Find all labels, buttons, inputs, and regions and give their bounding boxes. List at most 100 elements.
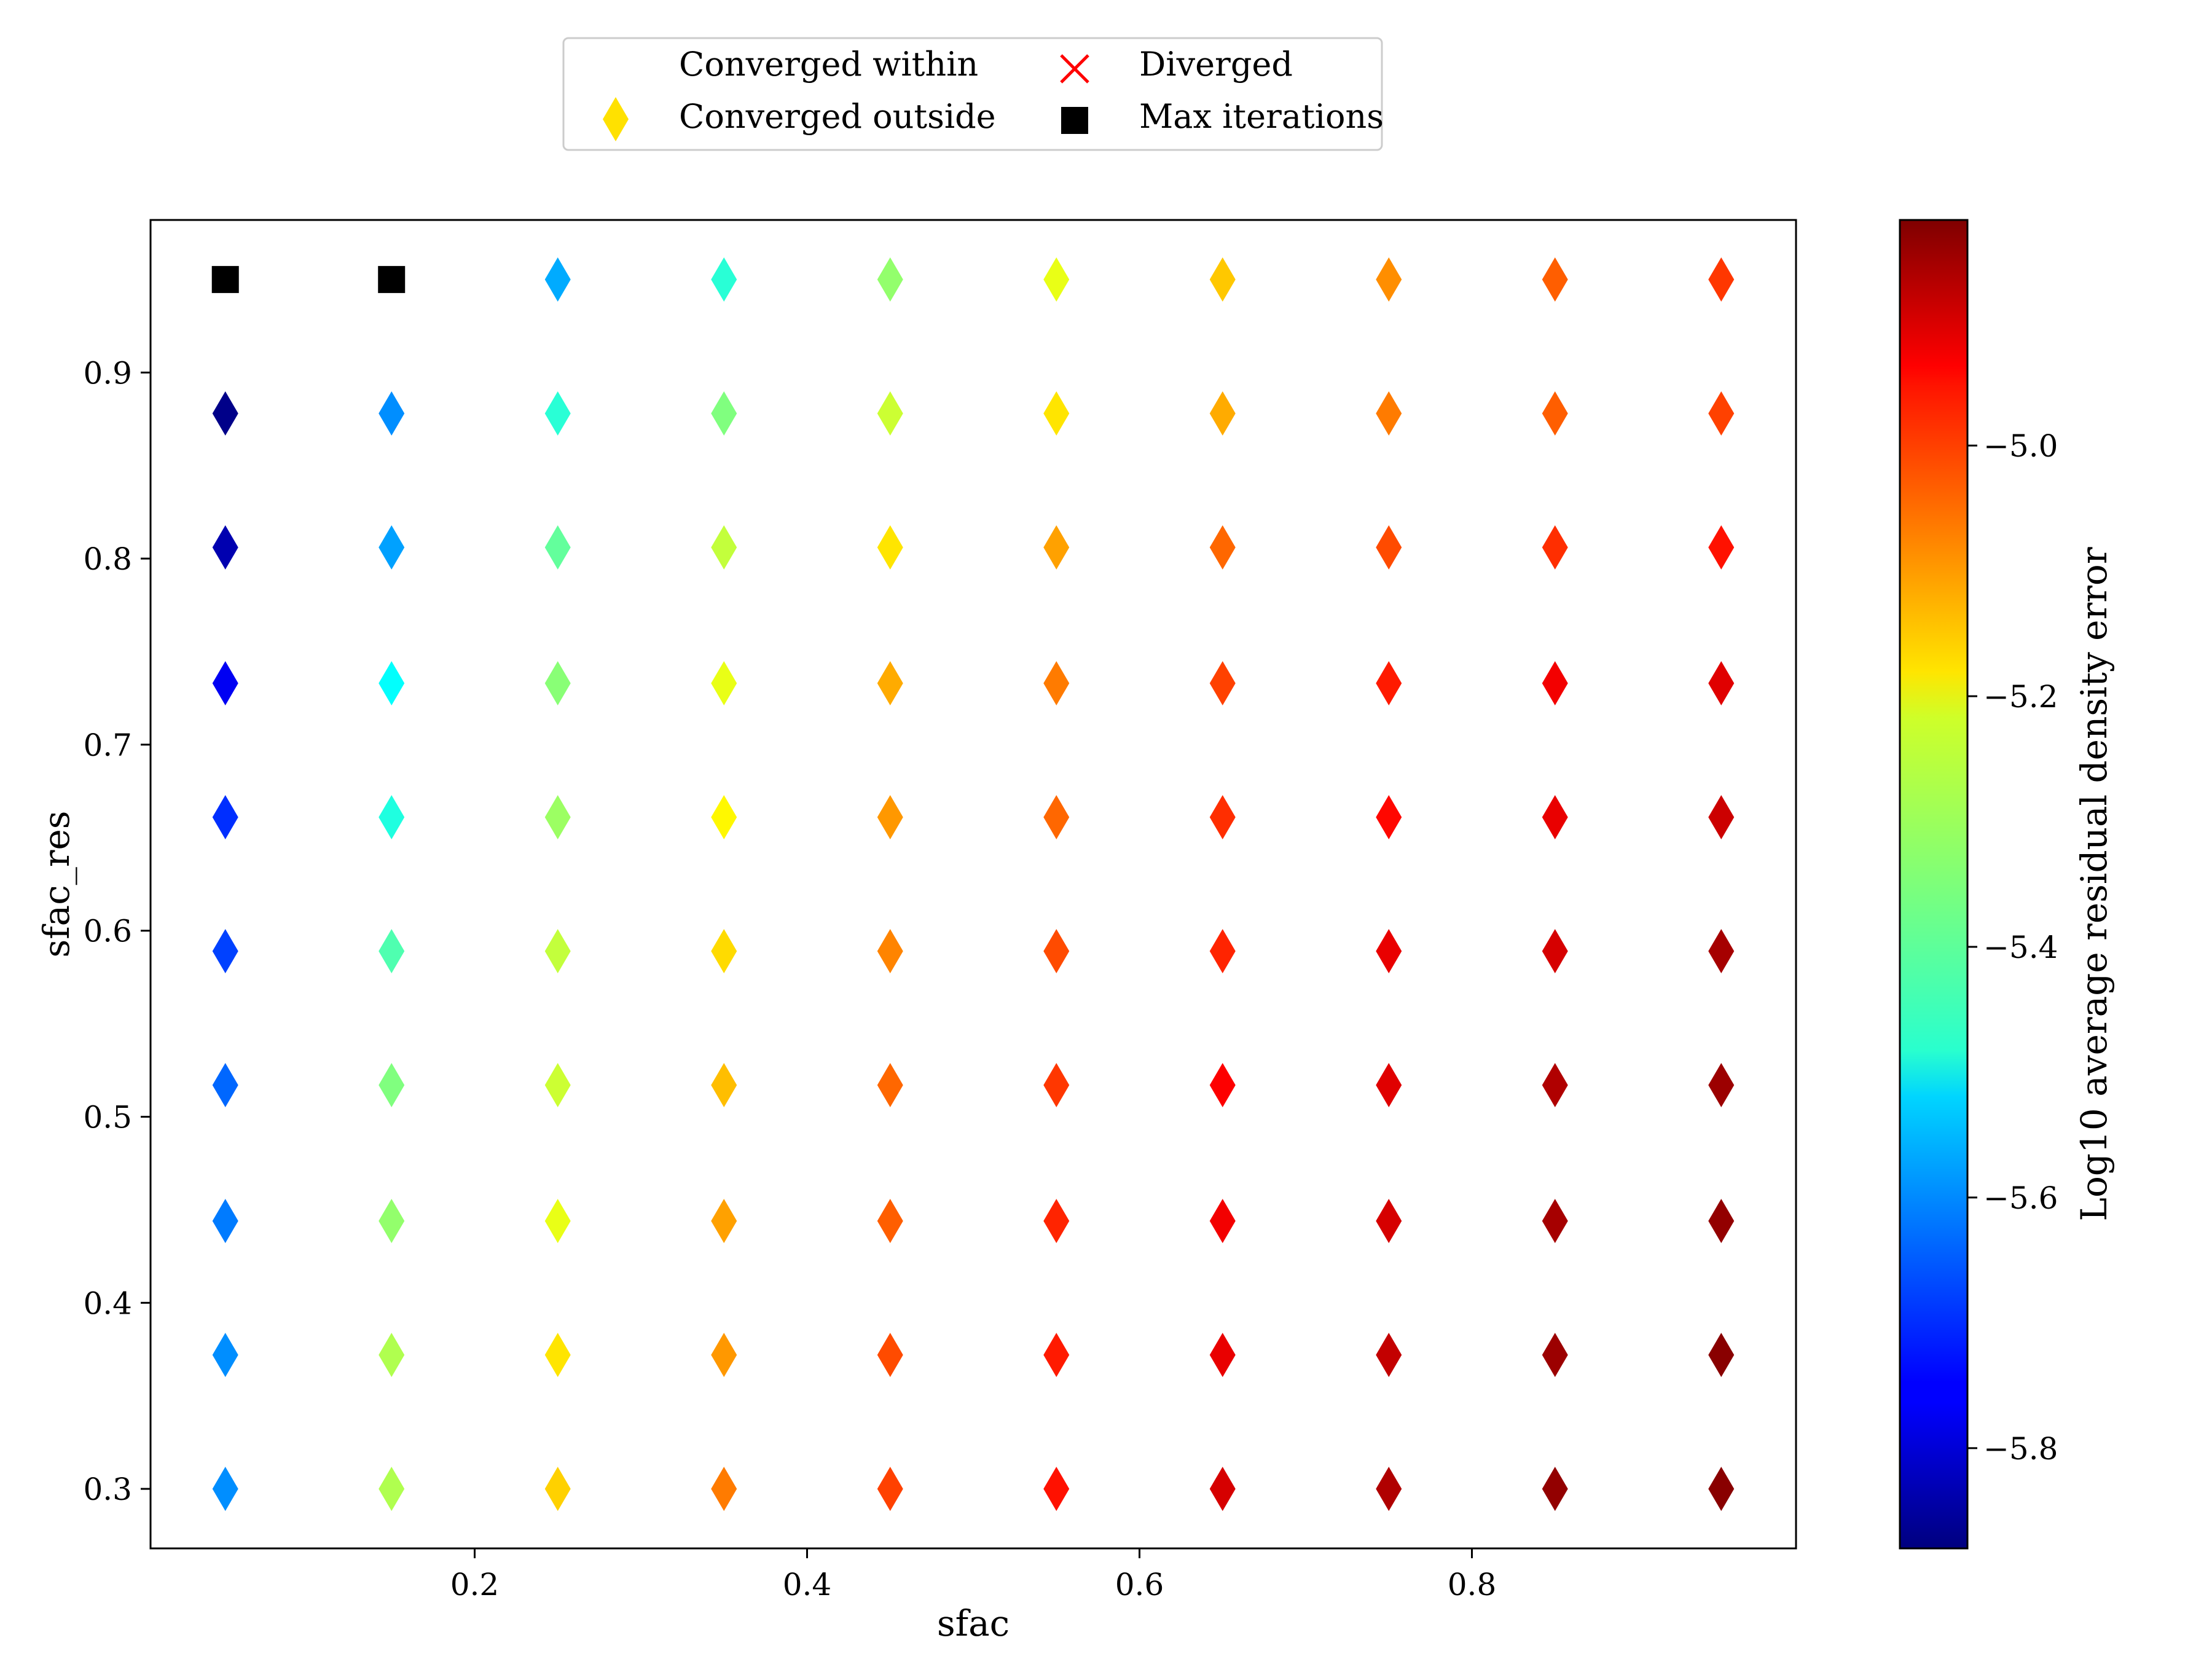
- data-points: [211, 257, 1735, 1512]
- y-axis-label: sfac_res: [36, 810, 77, 957]
- data-point-converged-outside: [1708, 794, 1735, 839]
- data-point-converged-outside: [1708, 257, 1735, 302]
- data-point-converged-outside: [378, 1063, 405, 1108]
- legend-label-diverged: Diverged: [1139, 45, 1293, 84]
- data-point-converged-outside: [1043, 391, 1070, 436]
- data-point-max-iterations: [378, 265, 406, 293]
- data-point-converged-outside: [1542, 1063, 1568, 1108]
- x-axis-label: sfac: [937, 1602, 1010, 1644]
- data-point-converged-outside: [544, 525, 571, 570]
- data-point-converged-outside: [877, 929, 903, 974]
- data-point-converged-outside: [1542, 1467, 1568, 1512]
- legend: Converged within Diverged Converged outs…: [562, 37, 1384, 151]
- plot-area: [151, 220, 1796, 1548]
- data-point-converged-outside: [544, 929, 571, 974]
- data-point-converged-outside: [544, 794, 571, 839]
- data-point-converged-outside: [877, 257, 903, 302]
- data-point-converged-outside: [711, 1333, 737, 1378]
- x-tick-label: 0.2: [450, 1567, 500, 1602]
- legend-marker-diverged: [1060, 54, 1089, 84]
- data-point-converged-outside: [711, 929, 737, 974]
- data-point-converged-outside: [1209, 257, 1236, 302]
- colorbar-tick-label: −5.6: [1983, 1180, 2058, 1216]
- data-point-converged-outside: [1376, 391, 1402, 436]
- colorbar-tick-label: −5.0: [1983, 428, 2058, 464]
- data-point-converged-outside: [711, 257, 737, 302]
- colorbar-tick-label: −5.8: [1983, 1431, 2058, 1467]
- data-point-converged-outside: [1542, 929, 1568, 974]
- data-point-converged-outside: [1708, 1199, 1735, 1244]
- legend-marker-converged-outside: [603, 97, 629, 141]
- data-point-converged-outside: [212, 391, 238, 436]
- data-point-converged-outside: [1542, 1199, 1568, 1244]
- data-point-converged-outside: [1209, 1467, 1236, 1512]
- y-tick-label: 0.9: [83, 355, 132, 391]
- data-point-converged-outside: [1209, 1199, 1236, 1244]
- y-tick-label: 0.8: [83, 541, 132, 577]
- data-point-max-iterations: [211, 265, 239, 293]
- data-point-converged-outside: [1209, 1063, 1236, 1108]
- data-point-converged-outside: [1708, 929, 1735, 974]
- data-point-converged-outside: [212, 661, 238, 705]
- data-point-converged-outside: [378, 1199, 405, 1244]
- legend-marker-max-iterations: [1061, 107, 1088, 134]
- data-point-converged-outside: [1708, 525, 1735, 570]
- y-tick-label: 0.5: [83, 1100, 132, 1135]
- data-point-converged-outside: [1376, 1333, 1402, 1378]
- data-point-converged-outside: [877, 1467, 903, 1512]
- data-point-converged-outside: [1708, 391, 1735, 436]
- data-point-converged-outside: [1209, 929, 1236, 974]
- data-point-converged-outside: [212, 794, 238, 839]
- data-point-converged-outside: [544, 1467, 571, 1512]
- data-point-converged-outside: [378, 1333, 405, 1378]
- y-tick-label: 0.7: [83, 728, 132, 763]
- data-point-converged-outside: [1708, 1333, 1735, 1378]
- data-point-converged-outside: [544, 661, 571, 705]
- data-point-converged-outside: [1542, 257, 1568, 302]
- legend-frame: [562, 37, 1383, 151]
- data-point-converged-outside: [1708, 661, 1735, 705]
- y-tick-label: 0.6: [83, 914, 132, 949]
- data-point-converged-outside: [1708, 1467, 1735, 1512]
- data-point-converged-outside: [212, 1063, 238, 1108]
- data-point-converged-outside: [212, 929, 238, 974]
- data-point-converged-outside: [544, 1333, 571, 1378]
- data-point-converged-outside: [544, 257, 571, 302]
- data-point-converged-outside: [1376, 257, 1402, 302]
- data-point-converged-outside: [544, 1063, 571, 1108]
- data-point-converged-outside: [1376, 525, 1402, 570]
- data-point-converged-outside: [877, 391, 903, 436]
- data-point-converged-outside: [877, 661, 903, 705]
- data-point-converged-outside: [1043, 1467, 1070, 1512]
- data-point-converged-outside: [877, 1063, 903, 1108]
- data-point-converged-outside: [1043, 525, 1070, 570]
- legend-label-converged-outside: Converged outside: [679, 97, 996, 136]
- legend-label-converged-within: Converged within: [679, 45, 978, 84]
- data-point-converged-outside: [877, 1199, 903, 1244]
- data-point-converged-outside: [711, 1199, 737, 1244]
- data-point-converged-outside: [1043, 661, 1070, 705]
- data-point-converged-outside: [212, 1199, 238, 1244]
- data-point-converged-outside: [1043, 257, 1070, 302]
- data-point-converged-outside: [877, 1333, 903, 1378]
- data-point-converged-outside: [1209, 661, 1236, 705]
- data-point-converged-outside: [1043, 929, 1070, 974]
- data-point-converged-outside: [1542, 1333, 1568, 1378]
- data-point-converged-outside: [378, 794, 405, 839]
- data-point-converged-outside: [1542, 794, 1568, 839]
- data-point-converged-outside: [711, 661, 737, 705]
- data-point-converged-outside: [378, 525, 405, 570]
- x-tick-label: 0.8: [1448, 1567, 1497, 1602]
- colorbar-gradient: [1899, 219, 1969, 1550]
- legend-label-max-iterations: Max iterations: [1139, 97, 1384, 136]
- data-point-converged-outside: [877, 525, 903, 570]
- data-point-converged-outside: [1043, 794, 1070, 839]
- data-point-converged-outside: [1542, 391, 1568, 436]
- data-point-converged-outside: [1376, 661, 1402, 705]
- data-point-converged-outside: [378, 929, 405, 974]
- x-tick-label: 0.4: [783, 1567, 832, 1602]
- plot-frame: [149, 219, 1797, 1550]
- data-point-converged-outside: [711, 794, 737, 839]
- data-point-converged-outside: [1376, 1063, 1402, 1108]
